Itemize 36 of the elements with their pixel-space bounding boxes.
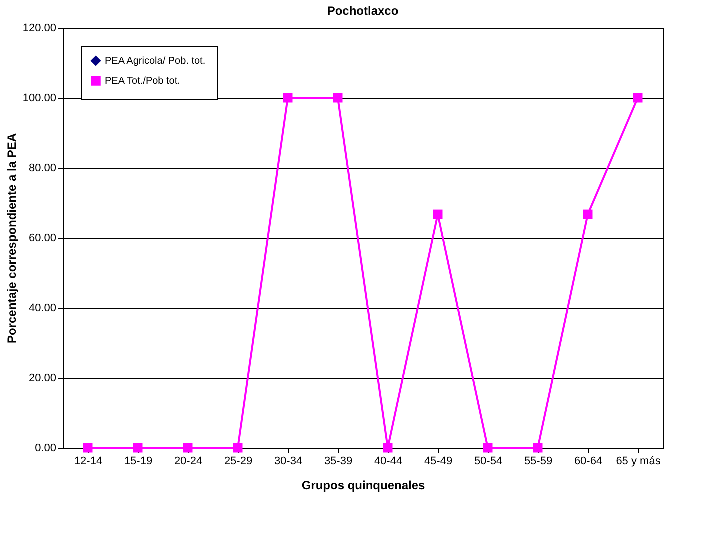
x-tick-label: 40-44 [374, 456, 403, 468]
point [83, 443, 93, 453]
chart-title: Pochotlaxco [327, 4, 399, 18]
x-tick-label: 20-24 [174, 456, 203, 468]
point [183, 443, 193, 453]
point [133, 443, 143, 453]
x-tick-label: 50-54 [474, 456, 503, 468]
point [483, 443, 493, 453]
point [533, 443, 543, 453]
point [233, 443, 243, 453]
y-axis-title: Porcentaje correspondiente a la PEA [4, 133, 19, 344]
x-tick-label: 12-14 [74, 456, 103, 468]
point [433, 210, 443, 220]
x-tick-label: 30-34 [274, 456, 303, 468]
x-tick-label: 25-29 [224, 456, 253, 468]
y-tick-label: 60.00 [28, 232, 56, 244]
y-tick-label: 20.00 [28, 372, 56, 384]
y-tick-label: 80.00 [28, 162, 56, 174]
y-tick-label: 120.00 [22, 22, 56, 34]
point [583, 210, 593, 220]
x-tick-label: 35-39 [324, 456, 353, 468]
y-tick-label: 0.00 [35, 442, 56, 454]
point [633, 93, 643, 103]
x-tick-label: 65 y más [616, 456, 662, 468]
point [283, 93, 293, 103]
legend-label: PEA Tot./Pob tot. [105, 76, 180, 87]
point [333, 93, 343, 103]
x-tick-label: 15-19 [124, 456, 153, 468]
x-tick-label: 60-64 [574, 456, 603, 468]
point [383, 443, 393, 453]
x-axis-title: Grupos quinquenales [302, 478, 426, 492]
y-tick-label: 40.00 [28, 302, 56, 314]
x-tick-label: 55-59 [524, 456, 553, 468]
x-tick-label: 45-49 [424, 456, 453, 468]
legend-label: PEA Agricola/ Pob. tot. [105, 56, 206, 67]
y-tick-label: 100.00 [22, 92, 56, 104]
